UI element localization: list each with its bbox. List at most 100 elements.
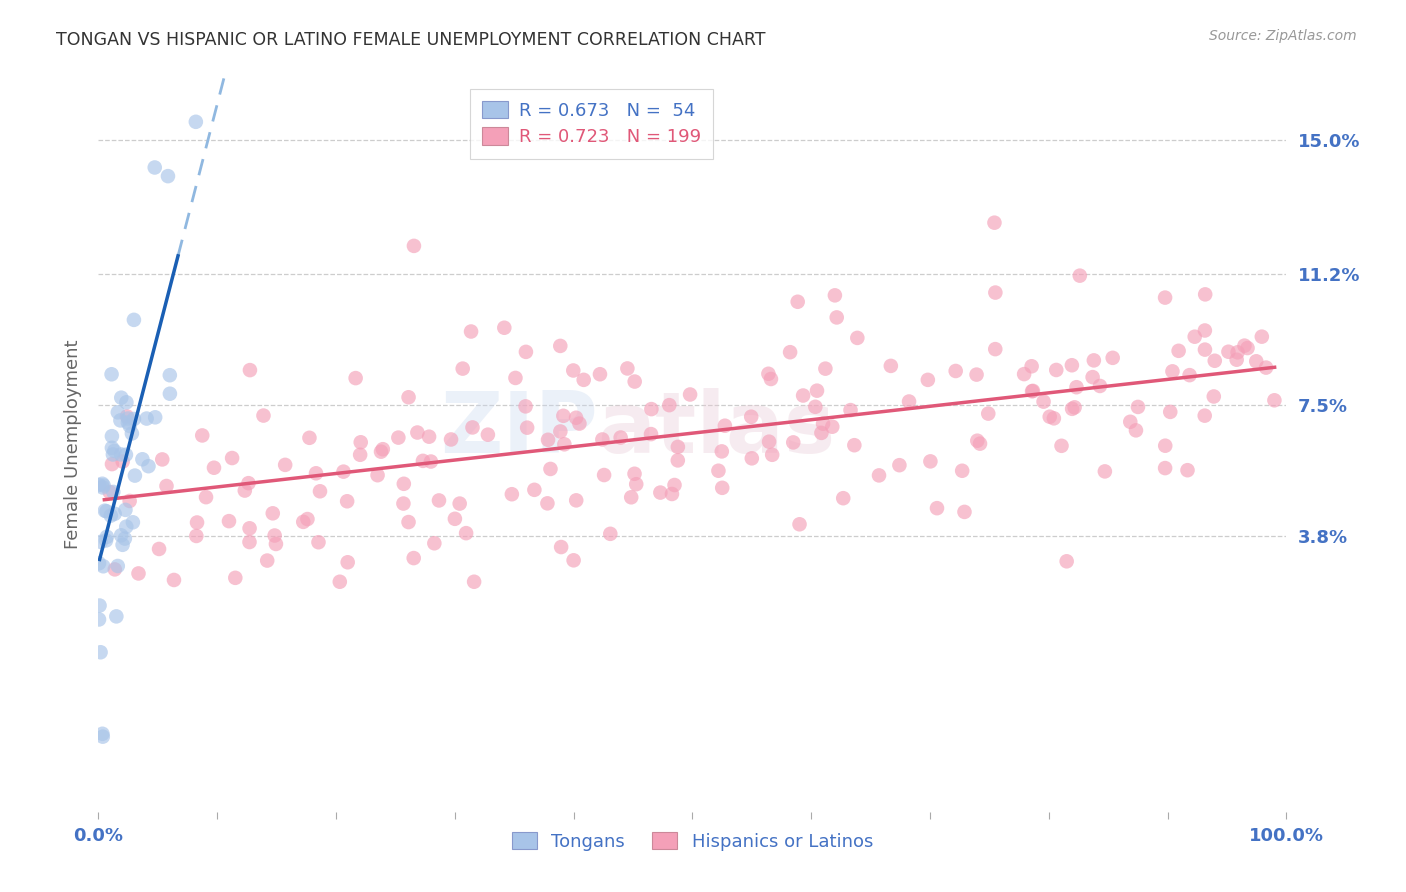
Point [786, 294, 808, 309]
Point [110, 447, 132, 461]
Point [456, 526, 478, 541]
Point [679, 387, 702, 401]
Point [91, 476, 114, 491]
Point [122, 313, 145, 327]
Point [195, 490, 218, 504]
Point [297, 512, 319, 526]
Point [789, 517, 811, 532]
Point [406, 425, 429, 440]
Point [945, 364, 967, 378]
Point [1050, 439, 1073, 453]
Point [91, 727, 114, 741]
Point [550, 540, 572, 554]
Point [1043, 411, 1066, 425]
Point [1218, 344, 1240, 359]
Point [440, 433, 463, 447]
Point [117, 411, 139, 425]
Point [1250, 329, 1272, 343]
Point [589, 368, 612, 382]
Point [110, 413, 132, 427]
Point [868, 468, 890, 483]
Point [1194, 343, 1216, 357]
Point [761, 448, 783, 462]
Point [451, 361, 474, 376]
Point [666, 440, 689, 454]
Point [1056, 554, 1078, 568]
Point [402, 239, 425, 253]
Point [1063, 401, 1085, 415]
Point [103, 485, 125, 500]
Point [1039, 409, 1062, 424]
Point [308, 535, 330, 549]
Point [591, 433, 613, 447]
Point [537, 433, 560, 447]
Point [103, 443, 125, 458]
Point [920, 454, 942, 468]
Point [387, 431, 409, 445]
Y-axis label: Female Unemployment: Female Unemployment [63, 339, 82, 549]
Point [1083, 353, 1105, 368]
Point [1094, 464, 1116, 478]
Point [609, 431, 631, 445]
Point [107, 559, 129, 574]
Point [562, 363, 585, 377]
Point [367, 468, 389, 483]
Point [710, 444, 733, 458]
Point [1081, 370, 1104, 384]
Point [1060, 358, 1083, 372]
Point [427, 493, 450, 508]
Point [898, 394, 921, 409]
Point [423, 536, 446, 550]
Point [540, 462, 562, 476]
Point [1126, 400, 1149, 414]
Point [880, 359, 903, 373]
Point [501, 487, 523, 501]
Point [553, 409, 575, 423]
Point [839, 403, 862, 417]
Point [94, 504, 117, 518]
Point [1101, 351, 1123, 365]
Point [1021, 359, 1043, 374]
Point [87, 612, 110, 626]
Point [623, 467, 645, 481]
Point [966, 434, 988, 448]
Point [825, 310, 848, 325]
Point [264, 537, 287, 551]
Point [350, 435, 373, 450]
Point [96, 530, 118, 544]
Point [449, 497, 471, 511]
Point [616, 361, 638, 376]
Point [1161, 364, 1184, 378]
Point [889, 458, 911, 473]
Point [128, 566, 150, 581]
Point [494, 320, 516, 334]
Point [90, 535, 112, 549]
Point [349, 448, 371, 462]
Point [565, 493, 588, 508]
Point [740, 409, 762, 424]
Point [1021, 384, 1043, 399]
Point [1167, 343, 1189, 358]
Point [111, 538, 134, 552]
Point [87, 478, 110, 492]
Point [163, 573, 186, 587]
Point [402, 551, 425, 566]
Point [1178, 368, 1201, 383]
Point [460, 325, 482, 339]
Point [516, 420, 538, 434]
Legend: Tongans, Hispanics or Latinos: Tongans, Hispanics or Latinos [505, 824, 880, 858]
Point [1066, 380, 1088, 394]
Point [1069, 268, 1091, 283]
Point [640, 402, 662, 417]
Point [110, 391, 132, 405]
Point [419, 454, 441, 468]
Point [398, 390, 420, 404]
Point [1154, 291, 1177, 305]
Point [135, 411, 157, 425]
Point [91, 730, 114, 744]
Point [461, 420, 484, 434]
Point [707, 464, 730, 478]
Point [91, 480, 114, 494]
Point [239, 521, 262, 535]
Point [925, 501, 948, 516]
